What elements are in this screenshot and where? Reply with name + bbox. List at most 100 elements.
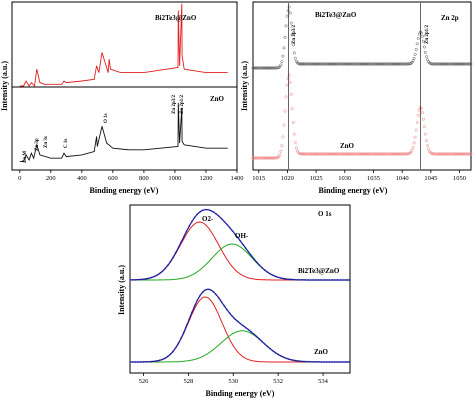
zn2p-data-point (343, 152, 347, 156)
zn2p-data-point (451, 62, 455, 66)
zn2p-data-point (252, 156, 256, 160)
zn2p-data-point (275, 66, 279, 70)
zn2p-data-point (366, 62, 370, 66)
zn2p-data-point (287, 5, 291, 9)
zn2p-data-point (405, 152, 409, 156)
zn2p-data-point (332, 152, 335, 156)
zn2p-data-point (335, 62, 339, 66)
zn2p-data-point (330, 152, 333, 156)
zn2p-data-point (272, 66, 276, 70)
zn2p-data-point (456, 152, 459, 156)
zn2p-data-point (323, 62, 327, 66)
zn2p-data-point (299, 152, 302, 156)
zn2p-data-point (347, 62, 351, 66)
zn2p-data-point (310, 152, 314, 156)
zn2p-sample-label-top: Bi2Te3@ZnO (315, 11, 357, 19)
o1s-data-point (223, 220, 226, 223)
zn2p-data-point (439, 62, 443, 66)
zn2p-data-point (354, 152, 358, 156)
zn2p-data-point (414, 128, 418, 132)
survey-series-layer (19, 3, 228, 163)
zn2p-data-point (366, 152, 370, 156)
zn2p-data-point (395, 62, 398, 66)
zn2p-data-point (325, 152, 329, 156)
zn2p-data-point (389, 62, 393, 66)
zn2p-data-point (423, 50, 427, 54)
zn2p-tick-label: 1020 (281, 175, 294, 182)
peak-label-zn-3p: Zn 3p (35, 138, 40, 151)
zn2p-data-point (410, 148, 414, 152)
zn2p-data-point (380, 152, 384, 156)
zn2p-data-point (379, 62, 383, 66)
zn2p-data-point (401, 62, 405, 66)
zn2p-data-point (369, 62, 373, 66)
zn2p-data-point (291, 121, 295, 125)
o1s-envelope (130, 208, 350, 281)
zn2p-data-point (460, 62, 464, 66)
zn2p-data-point (267, 156, 270, 160)
zn2p-data-point (420, 111, 424, 115)
o1s-tick-label: 534 (318, 378, 329, 385)
zn2p-data-point (419, 31, 423, 35)
zn2p-data-point (348, 152, 352, 156)
zn2p-data-point (334, 62, 338, 66)
zn2p-data-point (414, 48, 418, 51)
peak-label-zn-m: Zn M (23, 151, 28, 163)
zn2p-data-point (387, 152, 391, 156)
zn2p-data-point (427, 147, 430, 151)
zn2p-data-point (269, 156, 273, 160)
zn2p-data-point (292, 51, 296, 55)
survey-tick-label: 0 (18, 175, 21, 182)
zn2p-data-point (356, 152, 360, 156)
zn2p-data-point (369, 152, 373, 156)
zn2p-data-point (404, 62, 408, 66)
zn2p-data-point (438, 62, 442, 66)
zn2p-data-point (351, 152, 355, 156)
zn2p-data-point (391, 62, 395, 66)
zn2p-data-point (426, 144, 429, 148)
zn2p-data-point (388, 62, 392, 66)
zn2p-data-point (292, 132, 296, 136)
zn2p-data-point (331, 62, 334, 66)
zn2p-data-point (457, 62, 460, 66)
zn2p-data-point (374, 62, 378, 66)
zn2p-data-point (258, 66, 262, 70)
zn2p-data-point (405, 62, 409, 66)
zn2p-data-point (403, 152, 407, 156)
zn2p-data-point (458, 62, 461, 66)
zn2p-data-point (382, 62, 386, 66)
zn2p-data-point (358, 62, 362, 66)
zn2p-data-point (441, 152, 445, 156)
zn2p-data-point (306, 62, 310, 66)
zn2p-data-point (304, 62, 308, 66)
zn2p-data-point (255, 66, 259, 70)
zn2p-data-point (305, 62, 309, 66)
zn2p-data-point (370, 152, 374, 156)
zn2p-data-point (325, 62, 329, 66)
zn2p-data-point (403, 62, 407, 66)
zn2p-data-point (264, 156, 268, 160)
zn2p-data-point (255, 156, 259, 160)
zn2p-data-point (420, 34, 424, 38)
zn2p-data-point (433, 152, 437, 156)
zn2p-data-point (362, 152, 365, 156)
zn2p-data-point (394, 62, 397, 66)
zn2p-data-point (341, 62, 345, 66)
zn2p-data-point (254, 66, 258, 70)
zn2p-y-axis-title: Intensity (a.u.) (240, 61, 249, 111)
zn2p-data-point (463, 62, 467, 66)
zn2p-data-point (393, 62, 396, 66)
o1s-y-axis-title: Intensity (a.u.) (117, 265, 126, 315)
zn2p-data-point (281, 54, 285, 58)
zn2p-data-point (440, 62, 444, 66)
o1s-fit-zno (128, 288, 350, 364)
zn2p-data-point (415, 121, 419, 124)
zn2p-data-point (444, 152, 448, 156)
zn2p-data-point (285, 14, 289, 18)
survey-panel: 0 200 400 600 800 1000 1200 1400 Bi2Te3@ZnO ZnO… (0, 1, 244, 195)
zn2p-data-point (469, 152, 473, 156)
zn2p-data-point (283, 109, 287, 113)
zn2p-tick-label: 1025 (310, 175, 323, 182)
zn2p-data-point (262, 66, 266, 70)
zn2p-data-point (323, 152, 327, 156)
